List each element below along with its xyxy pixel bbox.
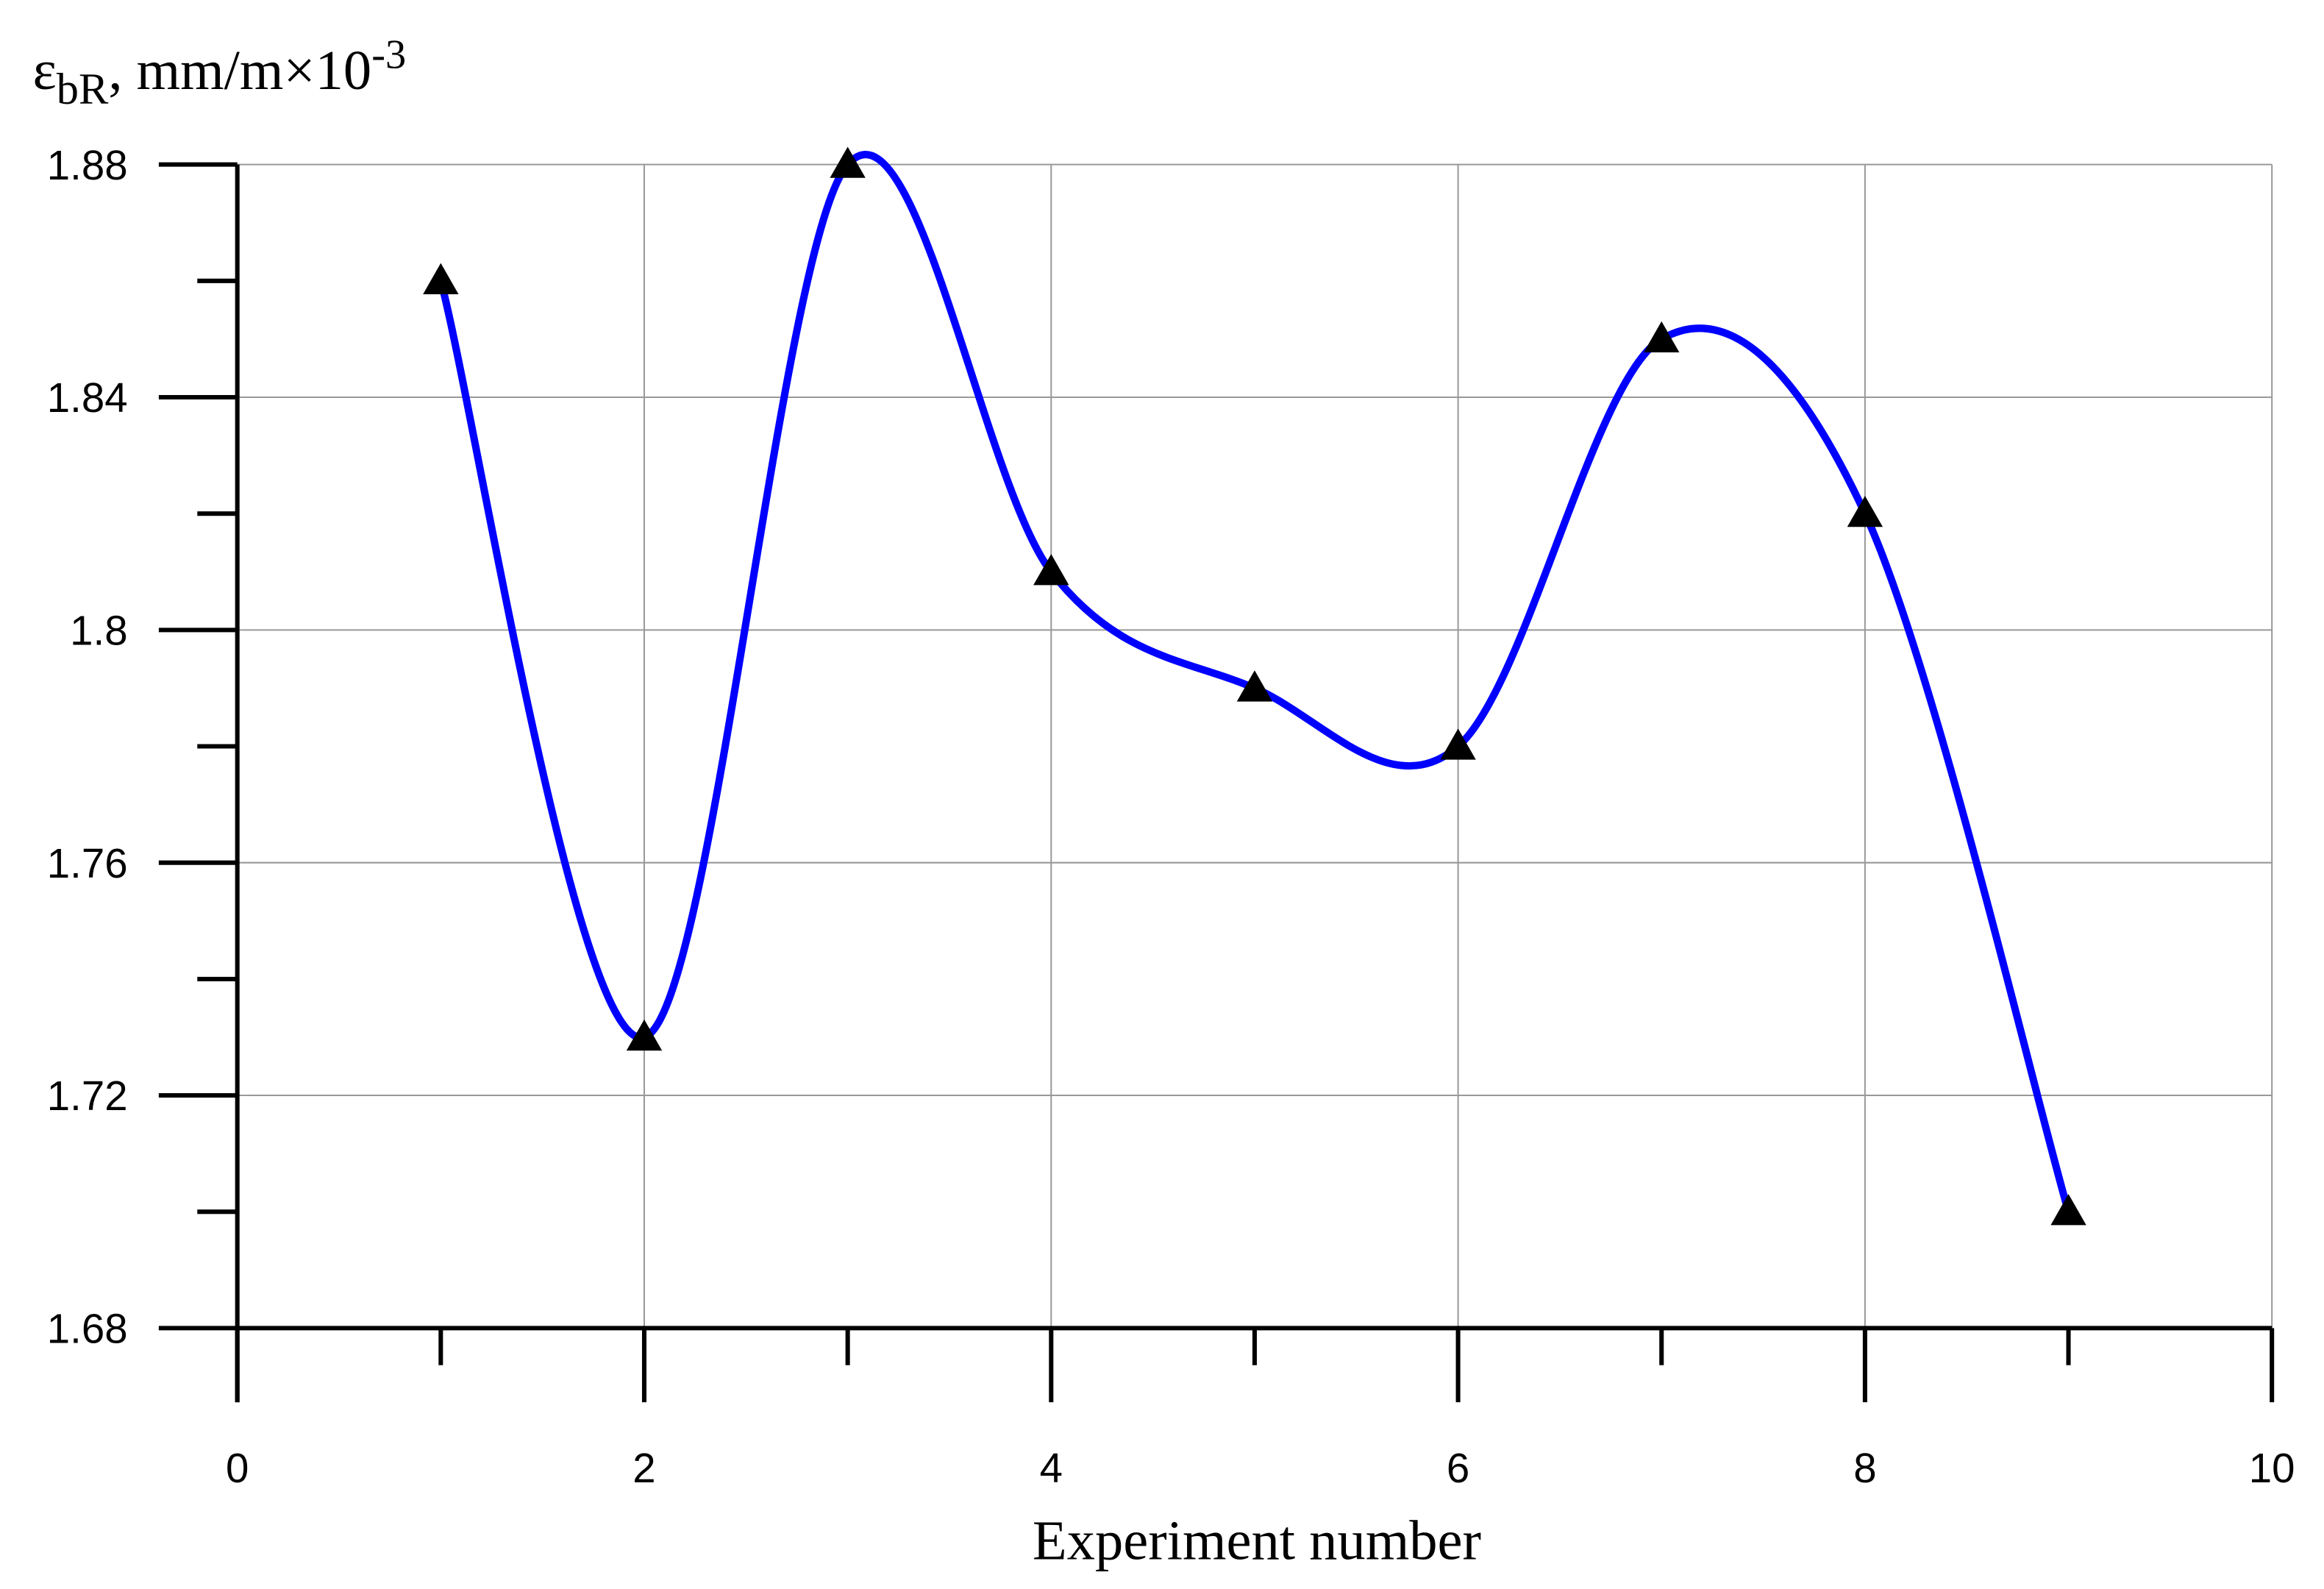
marker [1847, 495, 1883, 527]
y-tick-label: 1.72 [47, 1073, 128, 1119]
marker [1033, 554, 1069, 586]
marker [1440, 728, 1476, 760]
y-axis-title: εbR, mm/m×10-3 [33, 32, 407, 114]
marker [423, 263, 459, 294]
y-tick-label: 1.8 [70, 607, 127, 653]
marker [626, 1019, 663, 1051]
marker [2050, 1194, 2086, 1226]
x-tick-label: 2 [632, 1445, 655, 1491]
y-tick-label: 1.76 [47, 840, 128, 886]
y-tick-label: 1.84 [47, 374, 128, 421]
y-axis-unit: , mm/m×10 [108, 39, 371, 102]
x-axis-title: Experiment number [1033, 1510, 1481, 1572]
marker [1236, 670, 1273, 702]
x-tick-label: 0 [226, 1445, 249, 1491]
y-axis-superscript: -3 [371, 32, 406, 78]
y-axis-subscript: bR [57, 65, 109, 114]
x-tick-label: 4 [1040, 1445, 1063, 1491]
x-tick-label: 8 [1853, 1445, 1876, 1491]
y-axis-symbol: ε [33, 39, 57, 102]
x-tick-label: 6 [1447, 1445, 1469, 1491]
y-tick-label: 1.88 [47, 142, 128, 188]
marker [1644, 321, 1680, 353]
y-tick-label: 1.68 [47, 1306, 128, 1352]
marker [830, 146, 866, 178]
x-tick-label: 10 [2249, 1445, 2295, 1491]
